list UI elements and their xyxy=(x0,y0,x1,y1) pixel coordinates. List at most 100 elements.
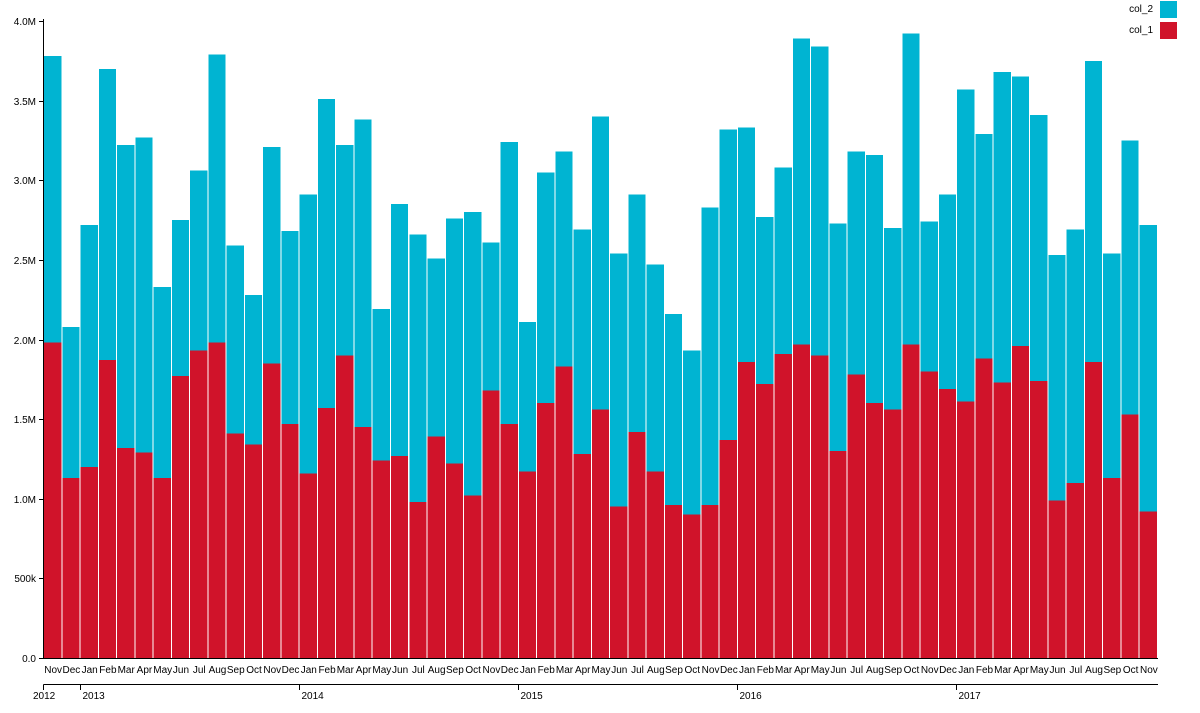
bar-col_1-16 xyxy=(336,355,354,658)
bar-col_1-28 xyxy=(555,366,573,658)
bars-layer xyxy=(44,33,1157,658)
bar-col_2-26 xyxy=(518,321,537,472)
x-tick-label: Aug xyxy=(428,665,446,676)
bar-col_2-32 xyxy=(628,194,646,432)
bar-col_1-17 xyxy=(354,427,372,658)
bar-col_2-60 xyxy=(1139,224,1157,512)
x-tick-label: Apr xyxy=(575,665,591,676)
x-tick-label: Jan xyxy=(301,665,317,676)
x-tick-label: Oct xyxy=(685,665,701,676)
bar-col_1-60 xyxy=(1139,511,1157,658)
legend-swatch-col_2 xyxy=(1160,1,1177,18)
y-axis: 0.0 500k 1.0M 1.5M 2.0M 2.5M 3.0M 3.5M 4.0M xyxy=(14,17,44,665)
bar-col_1-32 xyxy=(628,431,646,658)
legend-label-col_2: col_2 xyxy=(1129,4,1153,15)
x-tick-label: Aug xyxy=(209,665,227,676)
bar-col_1-23 xyxy=(464,495,482,658)
x-tick-label: May xyxy=(592,665,611,676)
y-tick-label: 3.0M xyxy=(14,176,36,187)
y-tick-label: 4.0M xyxy=(14,17,36,28)
bar-col_2-10 xyxy=(226,245,244,434)
bar-col_1-19 xyxy=(390,455,409,658)
bar-col_1-50 xyxy=(957,401,975,658)
bar-col_2-15 xyxy=(317,99,336,408)
x-tick-label: Apr xyxy=(794,665,810,676)
year-tick-label: 2015 xyxy=(521,691,544,702)
bar-col_2-7 xyxy=(171,220,190,377)
bar-col_2-53 xyxy=(1011,76,1030,346)
x-tick-label: Sep xyxy=(227,665,245,676)
bar-col_2-30 xyxy=(591,116,610,410)
y-tick-label: 1.5M xyxy=(14,415,36,426)
bar-col_1-33 xyxy=(646,471,664,658)
bar-col_2-17 xyxy=(354,119,372,428)
bar-col_2-20 xyxy=(409,234,427,502)
bar-col_1-11 xyxy=(244,444,263,658)
bar-col_1-36 xyxy=(701,505,719,658)
x-tick-label: Jul xyxy=(412,665,425,676)
bar-col_2-31 xyxy=(610,253,628,507)
bar-col_1-12 xyxy=(263,363,281,658)
bar-col_1-25 xyxy=(500,423,518,658)
bar-col_2-6 xyxy=(153,286,171,479)
bar-col_2-11 xyxy=(244,294,263,445)
x-tick-label: Apr xyxy=(1013,665,1029,676)
bar-col_2-25 xyxy=(500,142,518,424)
bar-col_2-58 xyxy=(1103,253,1121,479)
x-tick-label: Jun xyxy=(173,665,189,676)
x-tick-label: Nov xyxy=(483,665,501,676)
x-tick-label: May xyxy=(1030,665,1049,676)
bar-col_2-33 xyxy=(646,264,664,472)
bar-col_1-46 xyxy=(884,409,902,658)
x-tick-label: Dec xyxy=(501,665,519,676)
x-tick-label: May xyxy=(372,665,391,676)
x-tick-label: Dec xyxy=(939,665,957,676)
x-tick-label: Nov xyxy=(263,665,281,676)
x-tick-label: Jul xyxy=(1069,665,1082,676)
bar-col_2-29 xyxy=(573,229,591,455)
x-tick-label: Jan xyxy=(739,665,755,676)
bar-col_1-8 xyxy=(190,350,208,658)
bar-col_1-5 xyxy=(135,452,153,658)
bar-col_1-6 xyxy=(153,478,171,658)
x-tick-label: Mar xyxy=(556,665,574,676)
bar-col_2-45 xyxy=(865,154,884,404)
bar-col_2-3 xyxy=(98,68,117,361)
x-tick-label: Aug xyxy=(1085,665,1103,676)
legend-label-col_1: col_1 xyxy=(1129,25,1153,36)
x-tick-label: Jan xyxy=(520,665,536,676)
bar-col_2-13 xyxy=(281,231,299,424)
bar-col_2-59 xyxy=(1121,140,1139,415)
bar-col_2-16 xyxy=(336,145,354,356)
x-tick-label: May xyxy=(811,665,830,676)
x-tick-label: Mar xyxy=(994,665,1012,676)
bar-col_1-21 xyxy=(427,436,445,658)
x-tick-label: Mar xyxy=(118,665,136,676)
bar-col_2-12 xyxy=(263,146,281,364)
x-tick-label: Mar xyxy=(337,665,355,676)
bar-col_1-3 xyxy=(98,360,117,658)
bar-col_2-24 xyxy=(482,242,500,391)
bar-col_1-59 xyxy=(1121,414,1139,658)
year-tick-label: 2012 xyxy=(33,691,56,702)
bar-col_1-45 xyxy=(865,403,884,658)
bar-col_2-19 xyxy=(390,204,409,456)
bar-col_1-53 xyxy=(1011,345,1030,658)
bar-col_1-48 xyxy=(920,371,938,658)
bar-col_2-36 xyxy=(701,207,719,506)
bar-col_1-1 xyxy=(62,478,80,658)
bar-col_1-34 xyxy=(664,505,683,658)
x-tick-label: Apr xyxy=(356,665,372,676)
bar-col_2-21 xyxy=(427,258,445,437)
bar-col_1-0 xyxy=(44,342,62,658)
bar-col_1-9 xyxy=(208,342,226,658)
bar-col_2-56 xyxy=(1066,229,1084,483)
bar-col_1-24 xyxy=(482,390,500,658)
bar-col_1-26 xyxy=(518,471,537,658)
bar-col_1-38 xyxy=(737,361,756,658)
x-tick-label: Jan xyxy=(958,665,974,676)
bar-col_2-35 xyxy=(683,350,701,515)
x-tick-label: Jul xyxy=(631,665,644,676)
